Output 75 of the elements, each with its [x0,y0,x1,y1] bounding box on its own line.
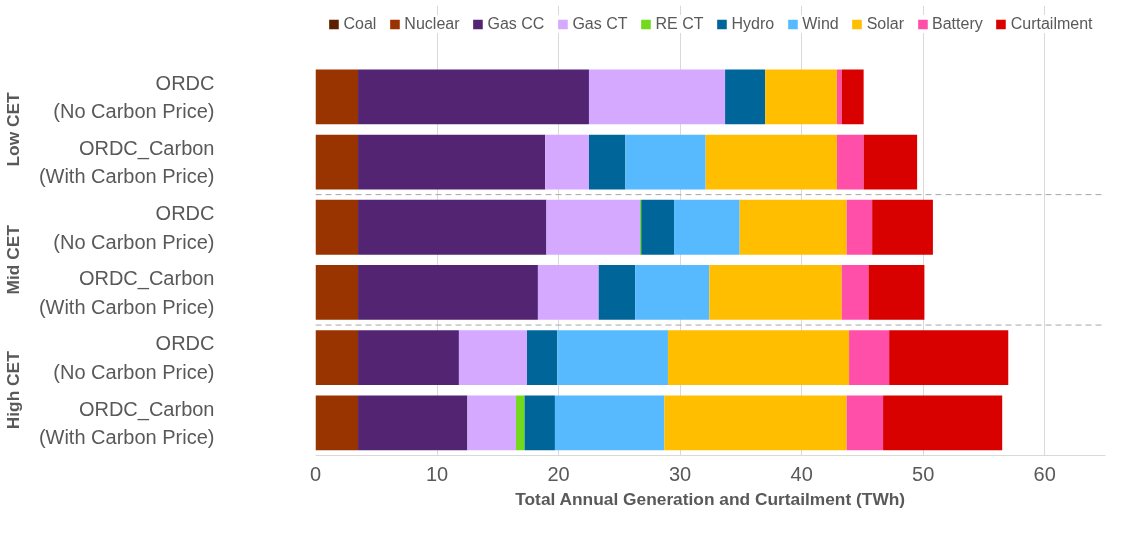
bar [667,330,850,386]
bar [358,199,547,255]
bar [868,265,925,320]
x-axis-title: Total Annual Generation and Curtailment (TWh) [515,488,906,509]
bar [598,265,636,320]
legend-label: Nuclear [404,15,460,33]
y-tick-label: ORDC_Carbon (With Carbon Price) [38,267,215,318]
x-tick-label: 60 [1033,462,1056,485]
legend-label: RE CT [655,15,704,33]
bar [849,330,890,386]
legend-label: Gas CT [572,15,628,33]
bar [841,69,864,125]
bar [315,69,359,125]
legend-label: Coal [343,15,377,33]
bar [588,69,726,125]
legend-label: Battery [932,15,983,33]
legend-label: Gas CC [487,15,545,33]
bar [725,69,766,125]
bar [739,199,847,255]
text: Mid CET [3,224,24,295]
x-tick-label: 40 [790,462,813,485]
bar [883,395,1003,451]
bar [836,134,864,190]
bar [546,199,641,255]
bar [358,265,538,320]
y-tick-label: ORDC_Carbon (With Carbon Price) [38,397,215,449]
bar [516,395,525,451]
bar [458,330,527,386]
bar [315,395,359,451]
bar [537,265,599,320]
bar [545,134,589,190]
legend-label: Wind [802,15,839,33]
bar [315,265,359,320]
bar [674,199,740,255]
bar [315,330,359,386]
bar [315,134,359,190]
bar [526,330,558,386]
legend-label: Hydro [731,15,775,33]
bar [863,134,918,190]
x-tick-label: 0 [309,462,322,485]
bar [846,395,884,451]
x-tick-label: 20 [547,462,570,485]
legend-label: Curtailment [1010,15,1093,33]
legend-label: Solar [866,15,905,33]
bar [358,330,459,386]
bar [709,265,842,320]
text: Low CET [3,91,24,167]
bar [841,265,869,320]
bar [524,395,555,451]
bar [588,134,626,190]
y-tick-label: ORDC (No Carbon Price) [53,332,215,383]
x-tick-label: 50 [912,462,935,485]
bar [765,69,837,125]
bar [625,134,706,190]
bar [846,199,873,255]
bar [705,134,837,190]
bar [836,69,842,125]
bar [315,199,359,255]
bar [557,330,668,386]
y-tick-label: ORDC (No Carbon Price) [53,201,215,253]
x-tick-label: 30 [668,462,692,485]
y-tick-label: ORDC_Carbon (With Carbon Price) [38,136,215,188]
bar [467,395,517,451]
x-tick-label: 10 [425,462,449,485]
bar [889,330,1009,386]
y-tick-label: ORDC (No Carbon Price) [53,71,215,123]
bar [872,199,933,255]
bar [641,199,675,255]
bar [358,69,589,125]
bar [358,395,468,451]
bar [358,134,546,190]
bar [554,395,665,451]
bar [635,265,710,320]
text: High CET [3,350,24,430]
bar [664,395,847,451]
